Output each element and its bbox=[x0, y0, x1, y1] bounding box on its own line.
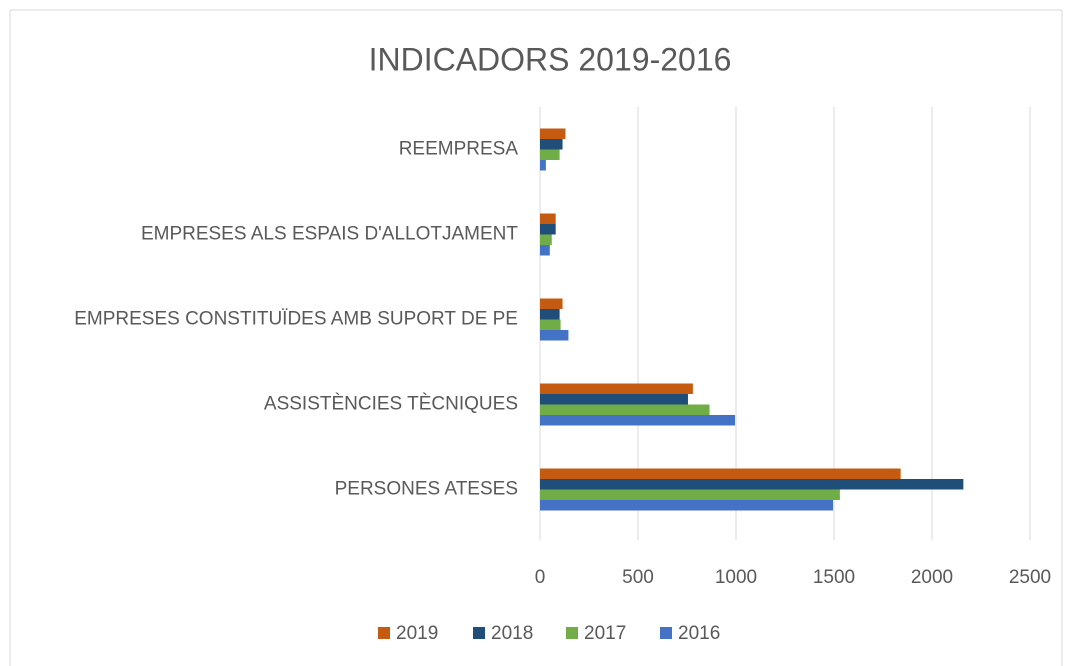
y-tick-label: ASSISTÈNCIES TÈCNIQUES bbox=[264, 394, 518, 415]
bar bbox=[540, 128, 566, 139]
bar bbox=[540, 404, 710, 415]
legend-swatch bbox=[473, 627, 485, 639]
bar bbox=[540, 468, 901, 479]
bar bbox=[540, 160, 546, 171]
chart-border bbox=[9, 9, 1063, 666]
bar bbox=[540, 479, 964, 490]
legend-label: 2019 bbox=[396, 623, 438, 644]
y-tick-label: PERSONES ATESES bbox=[335, 479, 518, 500]
bar bbox=[540, 415, 736, 426]
chart-title: INDICADORS 2019-2016 bbox=[369, 41, 732, 77]
legend-swatch bbox=[378, 627, 390, 639]
bar bbox=[540, 489, 840, 500]
x-tick-label: 1000 bbox=[715, 567, 757, 588]
y-tick-label: EMPRESES CONSTITUÏDES AMB SUPORT DE PE bbox=[74, 309, 518, 330]
legend-label: 2018 bbox=[491, 623, 533, 644]
y-tick-label: REEMPRESA bbox=[399, 139, 519, 160]
bar bbox=[540, 319, 561, 330]
bar bbox=[540, 234, 552, 245]
x-tick-label: 2000 bbox=[911, 567, 953, 588]
bar bbox=[540, 139, 563, 150]
bar bbox=[540, 394, 688, 405]
bar bbox=[540, 309, 560, 320]
bar bbox=[540, 500, 834, 511]
x-tick-label: 1500 bbox=[813, 567, 855, 588]
bar bbox=[540, 224, 556, 235]
bar bbox=[540, 298, 563, 309]
bar bbox=[540, 213, 556, 224]
legend-label: 2017 bbox=[584, 623, 626, 644]
x-tick-label: 2500 bbox=[1009, 567, 1051, 588]
y-tick-label: EMPRESES ALS ESPAIS D'ALLOTJAMENT bbox=[141, 224, 518, 245]
legend-swatch bbox=[566, 627, 578, 639]
legend-swatch bbox=[660, 627, 672, 639]
bar bbox=[540, 245, 550, 256]
bar bbox=[540, 149, 560, 160]
bar bbox=[540, 330, 569, 341]
legend-label: 2016 bbox=[678, 623, 720, 644]
x-tick-label: 500 bbox=[622, 567, 654, 588]
x-tick-label: 0 bbox=[535, 567, 546, 588]
bar bbox=[540, 383, 693, 394]
